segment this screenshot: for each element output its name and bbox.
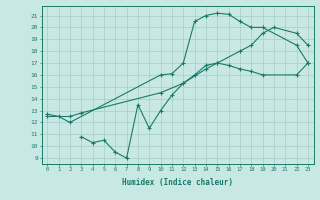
X-axis label: Humidex (Indice chaleur): Humidex (Indice chaleur) [122, 178, 233, 187]
